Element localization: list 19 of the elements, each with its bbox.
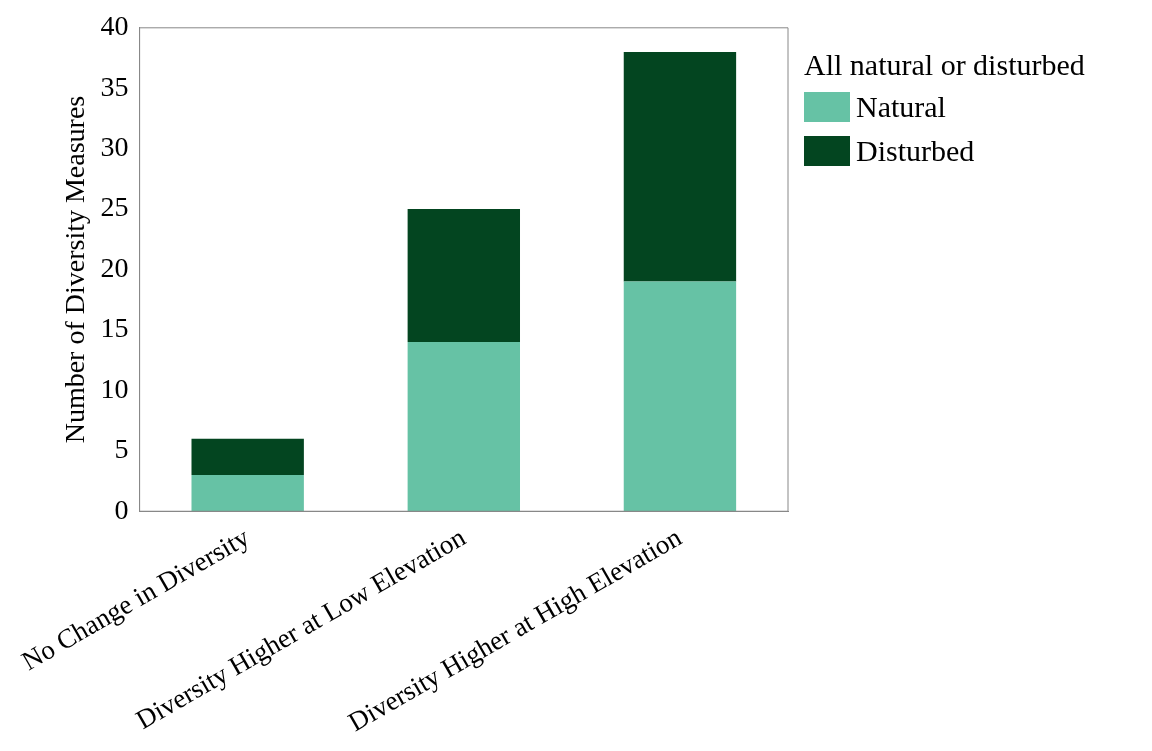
y-tick-label: 10 — [100, 372, 129, 404]
legend-title: All natural or disturbed — [804, 48, 1085, 82]
bar — [407, 209, 520, 343]
y-tick-label: 0 — [114, 493, 129, 525]
y-tick-label: 20 — [100, 251, 129, 283]
y-tick-label: 40 — [100, 10, 129, 42]
bar — [623, 51, 737, 282]
y-tick-label: 25 — [100, 191, 129, 223]
bar — [191, 474, 304, 512]
y-axis-title: Number of Diversity Measures — [59, 95, 91, 444]
y-tick-label: 15 — [100, 312, 129, 344]
legend-label: Natural — [856, 90, 946, 124]
y-tick-label: 5 — [114, 433, 129, 465]
y-tick-label: 30 — [100, 131, 129, 163]
bar — [191, 438, 304, 475]
legend-label: Disturbed — [856, 134, 975, 168]
bar — [623, 281, 737, 512]
bar — [407, 342, 520, 512]
y-tick-label: 35 — [100, 70, 129, 102]
